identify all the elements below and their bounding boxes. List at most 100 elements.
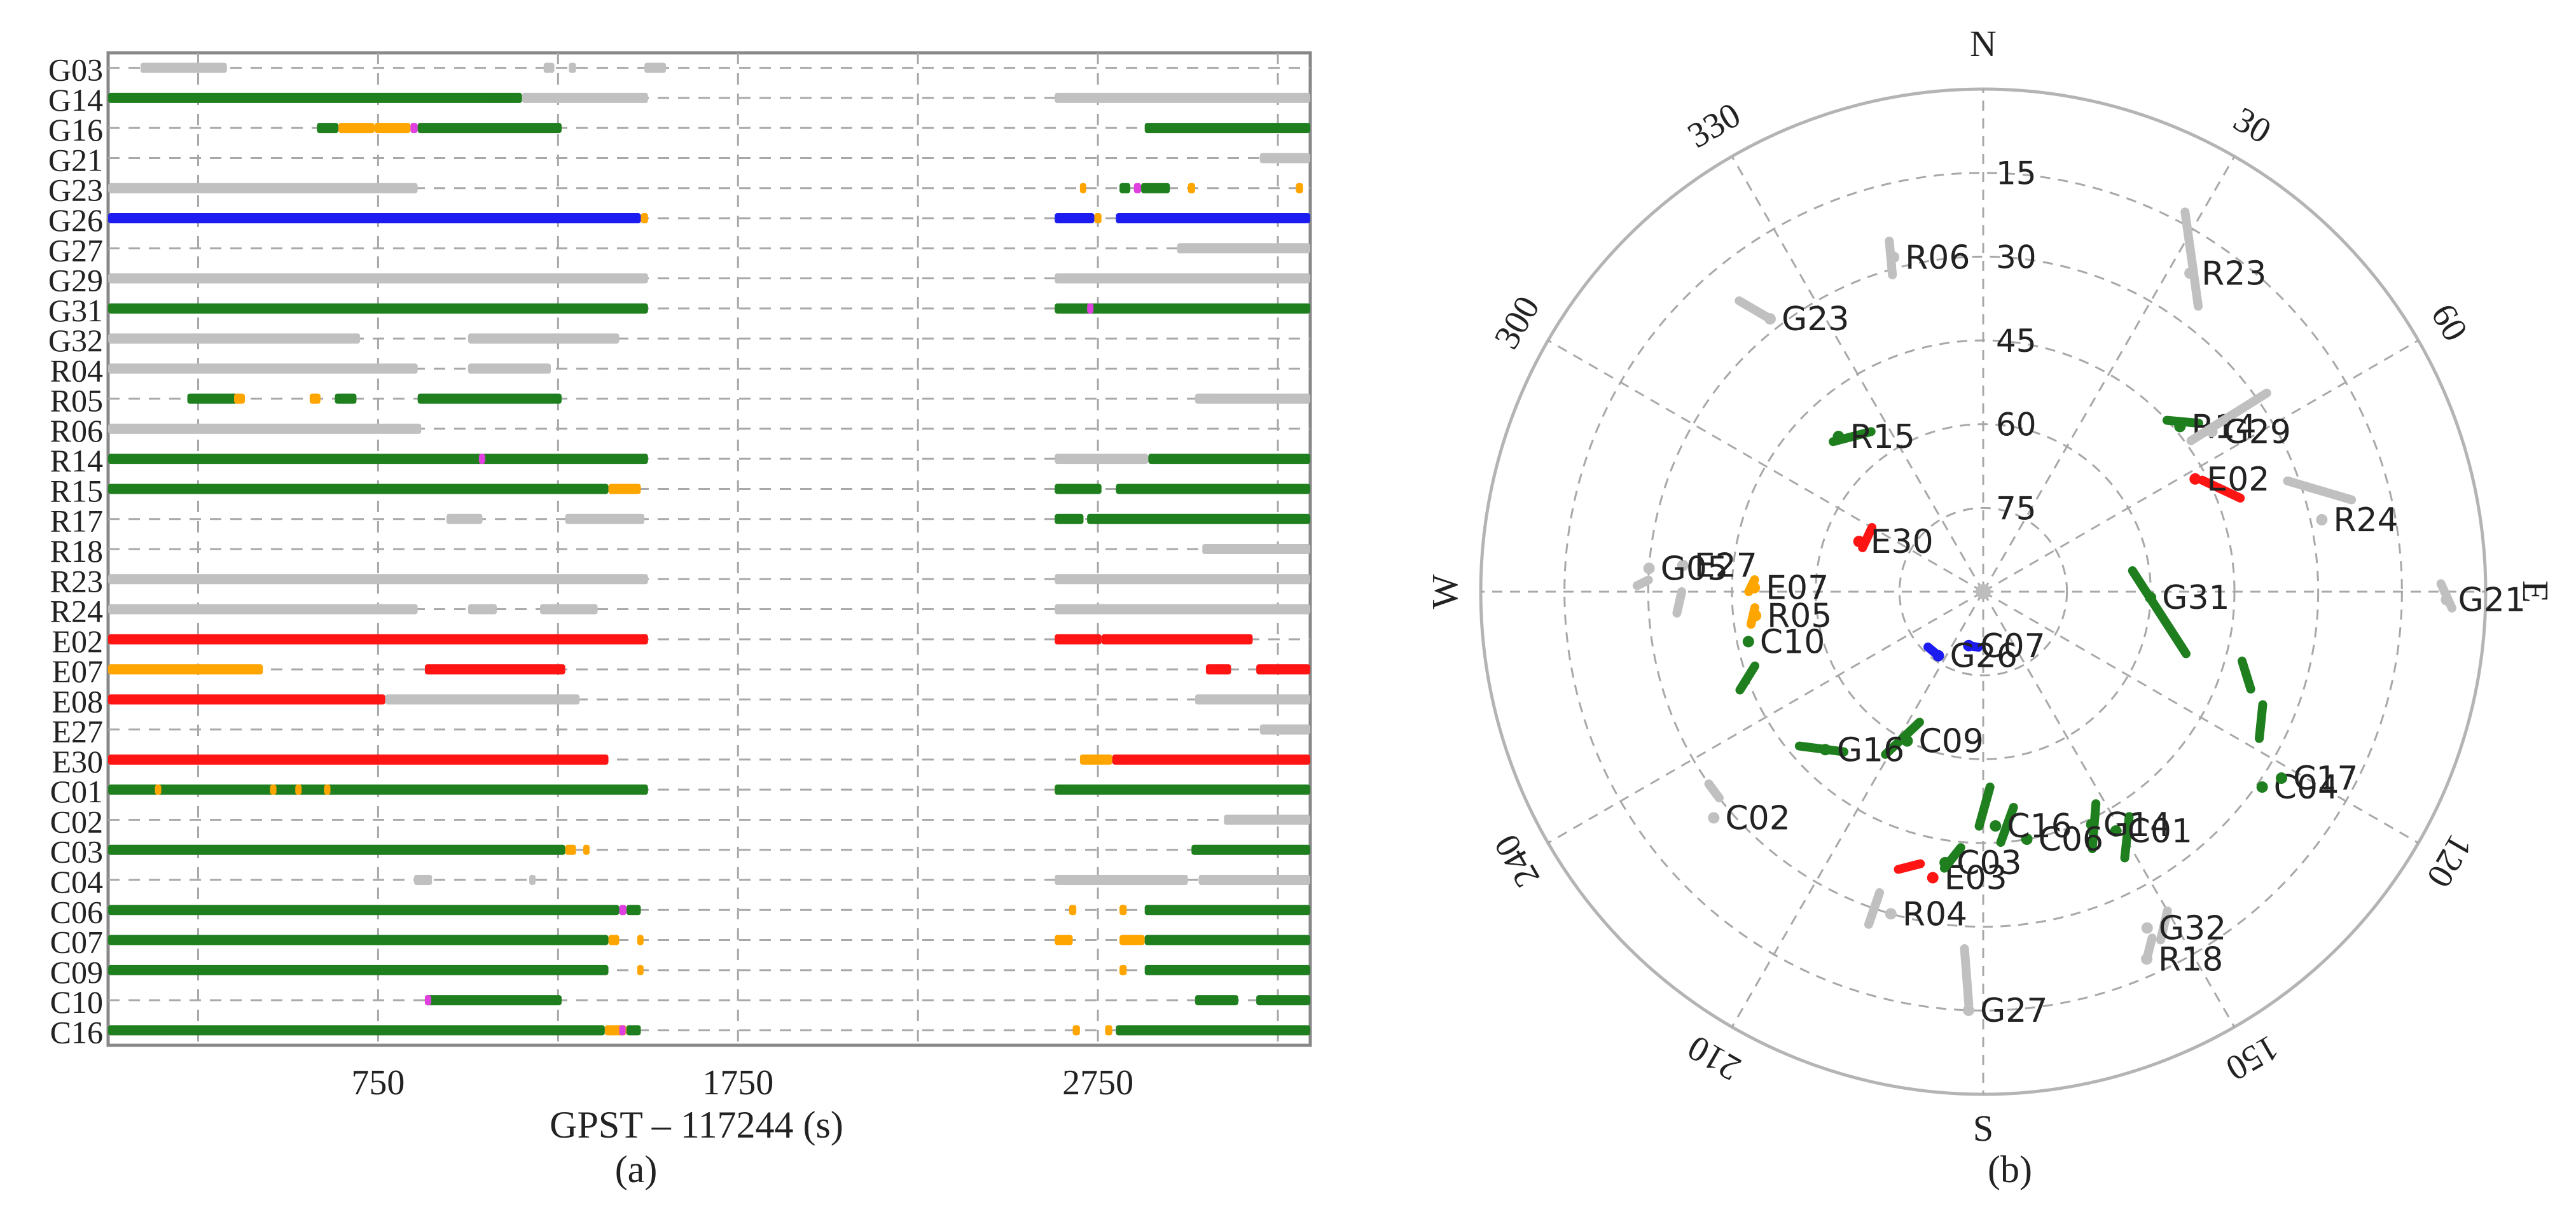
timeline-track-segment bbox=[1144, 935, 1310, 945]
timeline-track-segment bbox=[1188, 183, 1195, 193]
timeline-track-segment bbox=[108, 183, 418, 193]
timeline-track-segment bbox=[1195, 995, 1238, 1006]
timeline-sat-label: G14 bbox=[48, 82, 103, 118]
timeline-track-segment bbox=[108, 905, 620, 916]
timeline-track-segment bbox=[565, 844, 576, 855]
timeline-track-segment bbox=[108, 634, 648, 644]
timeline-x-labels: 750 1750 2750 bbox=[351, 1063, 1133, 1103]
timeline-sat-label: G23 bbox=[48, 172, 103, 208]
timeline-track-segment bbox=[565, 513, 645, 524]
timeline-sat-label: E27 bbox=[52, 714, 103, 749]
timeline-track-segment bbox=[108, 694, 385, 705]
skyplot-azimuth-label: 210 bbox=[1681, 1027, 1747, 1089]
skyplot-satellite-marker bbox=[1750, 609, 1762, 622]
skyplot-satellite-label: G31 bbox=[2162, 579, 2229, 617]
timeline-track-segment bbox=[108, 213, 641, 223]
timeline-track-segment bbox=[1055, 634, 1102, 644]
timeline-sat-label: E07 bbox=[52, 653, 103, 689]
timeline-track-segment bbox=[637, 965, 644, 975]
timeline-track-segment bbox=[569, 62, 576, 73]
skyplot-elevation-ring bbox=[1898, 506, 2068, 677]
timeline-track-segment bbox=[108, 303, 648, 314]
skyplot-grid bbox=[1479, 87, 2488, 1096]
skyplot-satellite-marker bbox=[1764, 313, 1776, 325]
timeline-sat-label: G03 bbox=[48, 52, 103, 88]
skyplot-satellite-track bbox=[2237, 657, 2255, 694]
skyplot-azimuth-label: 60 bbox=[2423, 297, 2476, 347]
skyplot-satellite-track bbox=[2128, 566, 2191, 658]
skyplot-satellite-track bbox=[2198, 475, 2245, 503]
timeline-track-segment bbox=[1055, 574, 1310, 585]
timeline-sat-label: C01 bbox=[50, 774, 103, 809]
timeline-x-axis-label: GPST – 117244 (s) bbox=[550, 1104, 843, 1146]
timeline-sat-label: G31 bbox=[48, 293, 103, 328]
timeline-track-segment bbox=[1112, 754, 1310, 765]
timeline-track-segment bbox=[626, 1025, 641, 1036]
timeline-track-segment bbox=[1055, 303, 1310, 314]
skyplot-elevation-label: 75 bbox=[1996, 490, 2037, 527]
skyplot-satellite-marker bbox=[2145, 592, 2157, 604]
timeline-sat-label: R05 bbox=[50, 383, 103, 419]
skyplot-azimuth-spoke bbox=[1548, 339, 1984, 593]
skyplot-satellite-label: G26 bbox=[1950, 637, 2018, 676]
timeline-track-segment bbox=[467, 604, 497, 615]
skyplot-elevation-label: 60 bbox=[1996, 407, 2037, 443]
timeline-panel-label: (a) bbox=[615, 1148, 658, 1190]
timeline-sat-label: C03 bbox=[50, 834, 103, 870]
timeline-x-tick-label: 2750 bbox=[1062, 1063, 1133, 1103]
timeline-track-segment bbox=[1055, 213, 1095, 223]
skyplot-satellite-label: C06 bbox=[2039, 821, 2103, 859]
timeline-track-segment bbox=[608, 484, 641, 494]
timeline-sat-label: R14 bbox=[50, 443, 103, 478]
timeline-track-segment bbox=[1202, 544, 1310, 554]
timeline-track-segment bbox=[1256, 995, 1310, 1006]
skyplot-satellite-track bbox=[2156, 906, 2172, 945]
skyplot-satellite-marker bbox=[1939, 856, 1951, 868]
timeline-track-segment bbox=[317, 123, 339, 134]
skyplot-azimuth-label: 30 bbox=[2227, 99, 2277, 151]
timeline-sat-label: E02 bbox=[52, 623, 103, 659]
timeline-track-segment bbox=[1055, 92, 1310, 103]
skyplot-satellite-marker bbox=[1901, 735, 1913, 747]
skyplot-satellite-label: G14 bbox=[2103, 806, 2171, 844]
timeline-sat-label: G32 bbox=[48, 323, 103, 358]
timeline-track-segment bbox=[108, 273, 648, 284]
timeline-track-segment bbox=[108, 363, 418, 374]
timeline-track-segment bbox=[374, 123, 411, 134]
skyplot-satellite-marker bbox=[1677, 559, 1689, 571]
timeline-track-segment bbox=[309, 393, 321, 404]
skyplot-azimuth-spoke bbox=[1982, 156, 2236, 592]
skyplot-satellite-label: R04 bbox=[1902, 895, 1967, 933]
timeline-track-segment bbox=[626, 905, 641, 916]
timeline-track-segment bbox=[1055, 604, 1310, 615]
timeline-track-segment bbox=[108, 604, 418, 615]
timeline-tracks bbox=[108, 62, 1310, 1036]
timeline-track-segment bbox=[1087, 303, 1094, 314]
timeline-track-segment bbox=[644, 62, 667, 73]
skyplot-satellite-track bbox=[2283, 476, 2357, 505]
timeline-y-labels: G03G14G16G21G23G26G27G29G31G32R04R05R06R… bbox=[48, 52, 103, 1050]
timeline-track-segment bbox=[324, 784, 331, 795]
skyplot-satellite-label: C09 bbox=[1918, 723, 1983, 761]
timeline-track-segment bbox=[1055, 875, 1188, 885]
timeline-track-segment bbox=[1195, 393, 1310, 404]
skyplot-satellite-label: R24 bbox=[2333, 501, 2398, 540]
skyplot-satellite-marker bbox=[1832, 431, 1845, 443]
timeline-track-segment bbox=[1116, 484, 1310, 494]
timeline-track-segment bbox=[1191, 844, 1310, 855]
skyplot-satellite-marker bbox=[1990, 820, 2002, 832]
compass-west: W bbox=[1424, 574, 1465, 609]
skyplot-satellite-marker bbox=[2184, 267, 2196, 279]
timeline-track-segment bbox=[1296, 183, 1303, 193]
skyplot-panel: 30 60 120 150 210 240 300 330 15 30 45 60 75 R06 G23… bbox=[1424, 23, 2556, 1190]
skyplot-satellite-label: R06 bbox=[1905, 239, 1970, 277]
compass-south: S bbox=[1973, 1108, 1993, 1149]
timeline-track-segment bbox=[1055, 454, 1149, 464]
skyplot-satellite-marker bbox=[2110, 825, 2122, 837]
skyplot-elevation-label: 30 bbox=[1996, 239, 2037, 275]
timeline-sat-label: G21 bbox=[48, 142, 103, 178]
timeline-track-segment bbox=[108, 333, 361, 344]
timeline-track-segment bbox=[446, 513, 483, 524]
timeline-track-segment bbox=[108, 664, 263, 675]
timeline-sat-label: C02 bbox=[50, 804, 103, 839]
